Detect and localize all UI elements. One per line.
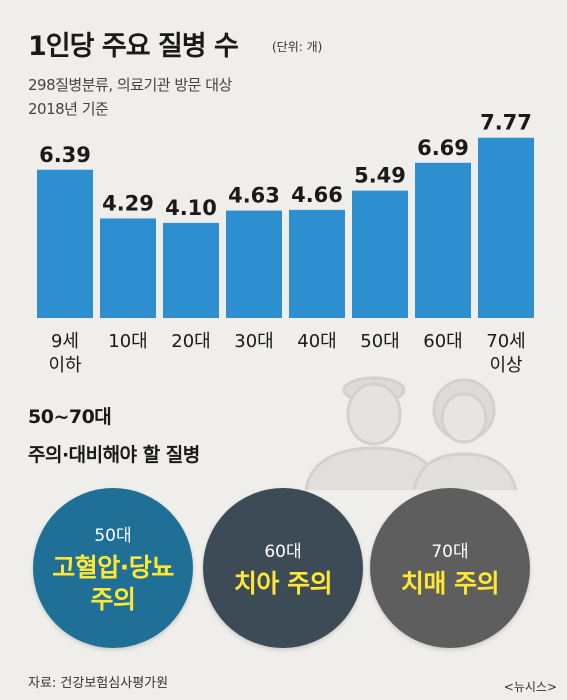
circle-50s-age: 50대 [94,525,132,546]
bar-5 [352,190,408,318]
value-label-0: 6.39 [39,143,91,167]
category-label-2-0: 20대 [171,331,210,352]
category-label-7-1: 이상 [489,355,522,376]
bar-0 [37,169,93,318]
value-label-4: 4.66 [291,183,343,207]
value-label-6: 6.69 [417,136,469,160]
circle-60s: 60대 치아 주의 [203,488,363,648]
chart-title: 1인당 주요 질병 수 [28,31,239,62]
category-label-1-0: 10대 [108,331,147,352]
circle-60s-age: 60대 [264,541,302,562]
subtitle-line1: 298질병분류, 의료기관 방문 대상 [28,76,232,94]
value-label-5: 5.49 [354,164,406,188]
value-label-1: 4.29 [102,191,154,215]
value-label-2: 4.10 [165,196,217,220]
circle-50s-text: 고혈압·당뇨 주의 [52,552,174,614]
category-label-4-0: 40대 [297,331,336,352]
credit-label: <뉴시스> [503,680,557,694]
bar-3 [226,210,282,318]
section-title-ages: 50~70대 [28,406,112,428]
value-label-7: 7.77 [480,111,532,135]
unit-label: (단위: 개) [272,40,323,54]
bar-1 [100,218,156,318]
subtitle-line2: 2018년 기준 [28,100,109,118]
bar-7 [478,137,534,318]
category-label-7-0: 70세 [486,331,525,352]
category-label-0-0: 9세 [51,331,79,352]
bar-2 [163,222,219,318]
category-label-5-0: 50대 [360,331,399,352]
elderly-couple-icon [304,376,518,490]
circle-70s-age: 70대 [431,541,469,562]
bar-4 [289,209,345,318]
circle-60s-text: 치아 주의 [233,568,333,598]
source-note: 자료: 건강보험심사평가원 [28,676,169,691]
circle-70s-text: 치매 주의 [400,568,500,598]
section-title-diseases: 주의·대비해야 할 질병 [28,444,200,466]
bar-6 [415,162,471,318]
circle-50s: 50대 고혈압·당뇨 주의 [33,488,193,648]
value-label-3: 4.63 [228,184,280,208]
category-label-3-0: 30대 [234,331,273,352]
category-label-6-0: 60대 [423,331,462,352]
category-label-0-1: 이하 [48,355,82,376]
circle-70s: 70대 치매 주의 [370,488,530,648]
